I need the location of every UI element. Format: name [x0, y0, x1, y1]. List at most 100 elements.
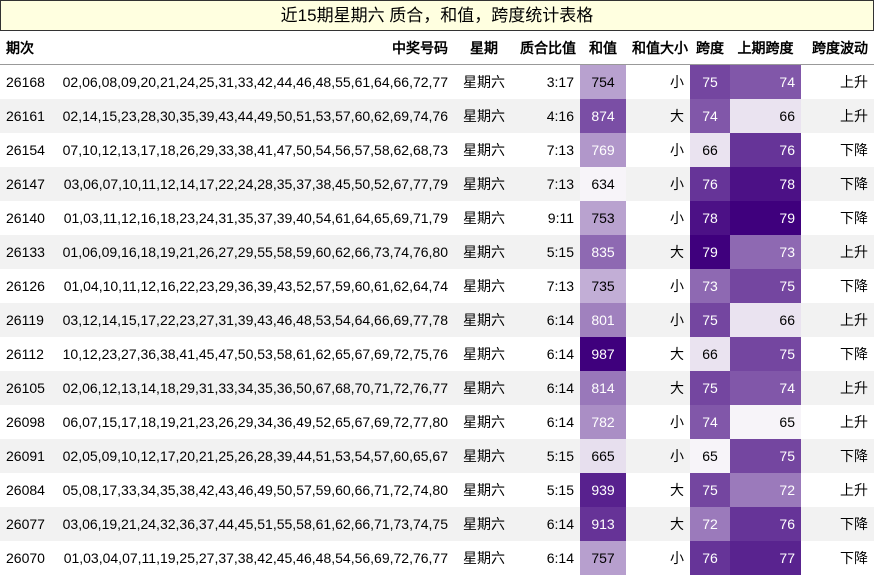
- cell-ratio: 4:16: [514, 99, 580, 133]
- cell-numbers: 03,12,14,15,17,22,23,27,31,39,43,46,48,5…: [54, 303, 454, 337]
- table-row: 26084 05,08,17,33,34,35,38,42,43,46,49,50…: [0, 473, 874, 507]
- cell-span: 66: [690, 133, 730, 167]
- cell-prev-span: 75: [730, 269, 801, 303]
- cell-span: 66: [690, 337, 730, 371]
- cell-span-trend: 上升: [801, 99, 874, 133]
- cell-sum-size: 大: [626, 371, 690, 405]
- cell-span-trend: 上升: [801, 371, 874, 405]
- cell-prev-span: 65: [730, 405, 801, 439]
- cell-sum: 735: [580, 269, 626, 303]
- header-sum-size: 和值大小: [626, 31, 690, 65]
- cell-span-trend: 下降: [801, 133, 874, 167]
- cell-numbers: 02,06,12,13,14,18,29,31,33,34,35,36,50,6…: [54, 371, 454, 405]
- cell-sum: 987: [580, 337, 626, 371]
- cell-span: 79: [690, 235, 730, 269]
- cell-sum-size: 小: [626, 439, 690, 473]
- cell-sum-size: 小: [626, 303, 690, 337]
- cell-sum-size: 大: [626, 337, 690, 371]
- cell-ratio: 6:14: [514, 541, 580, 575]
- cell-prev-span: 74: [730, 64, 801, 99]
- header-issue: 期次: [0, 31, 54, 65]
- cell-span-trend: 下降: [801, 439, 874, 473]
- cell-weekday: 星期六: [454, 99, 514, 133]
- table-body: 26168 02,06,08,09,20,21,24,25,31,33,42,44…: [0, 64, 874, 575]
- cell-ratio: 6:14: [514, 371, 580, 405]
- cell-numbers: 01,03,04,07,11,19,25,27,37,38,42,45,46,4…: [54, 541, 454, 575]
- cell-weekday: 星期六: [454, 541, 514, 575]
- cell-weekday: 星期六: [454, 371, 514, 405]
- cell-sum-size: 大: [626, 473, 690, 507]
- cell-prev-span: 66: [730, 99, 801, 133]
- cell-sum: 665: [580, 439, 626, 473]
- cell-numbers: 06,07,15,17,18,19,21,23,26,29,34,36,49,5…: [54, 405, 454, 439]
- cell-issue: 26077: [0, 507, 54, 541]
- cell-weekday: 星期六: [454, 64, 514, 99]
- cell-issue: 26098: [0, 405, 54, 439]
- cell-span-trend: 下降: [801, 201, 874, 235]
- cell-span: 73: [690, 269, 730, 303]
- cell-span-trend: 上升: [801, 64, 874, 99]
- header-span-trend: 跨度波动: [801, 31, 874, 65]
- cell-span: 75: [690, 371, 730, 405]
- table-row: 26154 07,10,12,13,17,18,26,29,33,38,41,47…: [0, 133, 874, 167]
- cell-sum: 757: [580, 541, 626, 575]
- table-row: 26112 10,12,23,27,36,38,41,45,47,50,53,58…: [0, 337, 874, 371]
- cell-numbers: 05,08,17,33,34,35,38,42,43,46,49,50,57,5…: [54, 473, 454, 507]
- cell-prev-span: 73: [730, 235, 801, 269]
- cell-sum-size: 小: [626, 167, 690, 201]
- cell-prev-span: 74: [730, 371, 801, 405]
- cell-prev-span: 72: [730, 473, 801, 507]
- cell-span: 75: [690, 473, 730, 507]
- cell-prev-span: 78: [730, 167, 801, 201]
- cell-span: 65: [690, 439, 730, 473]
- cell-sum-size: 小: [626, 269, 690, 303]
- cell-span: 78: [690, 201, 730, 235]
- table-row: 26105 02,06,12,13,14,18,29,31,33,34,35,36…: [0, 371, 874, 405]
- cell-ratio: 3:17: [514, 64, 580, 99]
- cell-issue: 26119: [0, 303, 54, 337]
- cell-span-trend: 上升: [801, 303, 874, 337]
- cell-numbers: 02,14,15,23,28,30,35,39,43,44,49,50,51,5…: [54, 99, 454, 133]
- table-row: 26133 01,06,09,16,18,19,21,26,27,29,55,58…: [0, 235, 874, 269]
- cell-numbers: 03,06,19,21,24,32,36,37,44,45,51,55,58,6…: [54, 507, 454, 541]
- cell-span: 76: [690, 167, 730, 201]
- cell-numbers: 02,05,09,10,12,17,20,21,25,26,28,39,44,5…: [54, 439, 454, 473]
- cell-weekday: 星期六: [454, 201, 514, 235]
- cell-span: 75: [690, 64, 730, 99]
- cell-sum: 913: [580, 507, 626, 541]
- cell-numbers: 10,12,23,27,36,38,41,45,47,50,53,58,61,6…: [54, 337, 454, 371]
- cell-span: 75: [690, 303, 730, 337]
- cell-issue: 26126: [0, 269, 54, 303]
- cell-numbers: 01,06,09,16,18,19,21,26,27,29,55,58,59,6…: [54, 235, 454, 269]
- cell-numbers: 02,06,08,09,20,21,24,25,31,33,42,44,46,4…: [54, 64, 454, 99]
- cell-sum: 754: [580, 64, 626, 99]
- table-row: 26119 03,12,14,15,17,22,23,27,31,39,43,46…: [0, 303, 874, 337]
- header-weekday: 星期: [454, 31, 514, 65]
- cell-numbers: 01,04,10,11,12,16,22,23,29,36,39,43,52,5…: [54, 269, 454, 303]
- cell-weekday: 星期六: [454, 133, 514, 167]
- cell-issue: 26112: [0, 337, 54, 371]
- cell-weekday: 星期六: [454, 473, 514, 507]
- cell-weekday: 星期六: [454, 405, 514, 439]
- cell-span-trend: 下降: [801, 507, 874, 541]
- header-span: 跨度: [690, 31, 730, 65]
- cell-span-trend: 下降: [801, 541, 874, 575]
- table-row: 26161 02,14,15,23,28,30,35,39,43,44,49,50…: [0, 99, 874, 133]
- cell-sum-size: 大: [626, 99, 690, 133]
- cell-weekday: 星期六: [454, 167, 514, 201]
- cell-issue: 26161: [0, 99, 54, 133]
- cell-numbers: 07,10,12,13,17,18,26,29,33,38,41,47,50,5…: [54, 133, 454, 167]
- cell-prev-span: 76: [730, 133, 801, 167]
- cell-sum: 939: [580, 473, 626, 507]
- cell-sum-size: 小: [626, 201, 690, 235]
- cell-issue: 26084: [0, 473, 54, 507]
- cell-span-trend: 上升: [801, 473, 874, 507]
- cell-sum: 814: [580, 371, 626, 405]
- cell-ratio: 5:15: [514, 439, 580, 473]
- cell-weekday: 星期六: [454, 439, 514, 473]
- cell-prev-span: 75: [730, 439, 801, 473]
- cell-span: 74: [690, 99, 730, 133]
- cell-prev-span: 66: [730, 303, 801, 337]
- cell-span-trend: 上升: [801, 235, 874, 269]
